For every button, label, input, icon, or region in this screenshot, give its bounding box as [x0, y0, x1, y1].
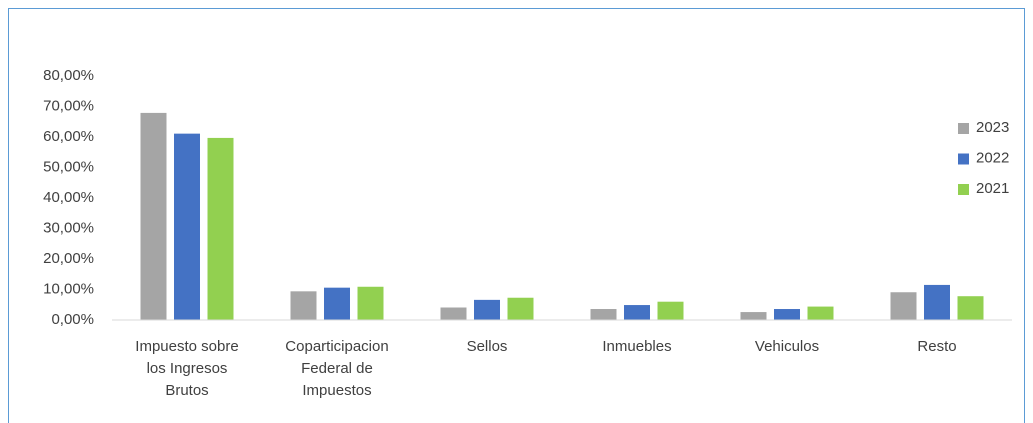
- bar: [357, 286, 384, 320]
- y-tick-label: 30,00%: [43, 219, 94, 236]
- y-tick-label: 20,00%: [43, 250, 94, 267]
- y-tick-label: 80,00%: [43, 67, 94, 84]
- y-tick-label: 60,00%: [43, 128, 94, 145]
- x-tick-label: Impuesto sobre los Ingresos Brutos: [135, 338, 239, 399]
- y-tick-label: 10,00%: [43, 280, 94, 297]
- legend-swatch: [958, 184, 969, 195]
- x-tick-label: Inmuebles: [602, 338, 672, 355]
- bar: [290, 291, 317, 320]
- bar: [624, 305, 650, 320]
- x-tick-label: Sellos: [466, 338, 508, 355]
- x-tick-label: Coparticipacion Federal de Impuestos: [285, 338, 389, 399]
- bar: [590, 309, 617, 320]
- bar: [174, 133, 200, 320]
- chart-frame: [8, 8, 1025, 423]
- legend-label: 2021: [976, 180, 1009, 197]
- bar: [324, 287, 350, 320]
- y-tick-label: 50,00%: [43, 158, 94, 175]
- bar: [924, 284, 950, 320]
- bar: [807, 306, 834, 320]
- x-tick-label: Vehiculos: [754, 338, 820, 355]
- bar: [474, 299, 500, 320]
- bar: [657, 301, 684, 320]
- legend-swatch: [958, 123, 969, 134]
- y-tick-label: 70,00%: [43, 97, 94, 114]
- y-tick-label: 40,00%: [43, 189, 94, 206]
- bar: [440, 307, 467, 320]
- x-tick-label: Resto: [917, 338, 957, 355]
- bar: [507, 297, 534, 320]
- y-tick-label: 0,00%: [51, 311, 94, 328]
- legend-label: 2023: [976, 119, 1009, 136]
- legend-label: 2022: [976, 149, 1009, 166]
- bar: [140, 112, 167, 320]
- bar: [890, 292, 917, 320]
- bar: [740, 312, 767, 320]
- bar: [207, 137, 234, 320]
- bar: [957, 296, 984, 320]
- bar: [774, 309, 800, 320]
- legend-swatch: [958, 153, 969, 165]
